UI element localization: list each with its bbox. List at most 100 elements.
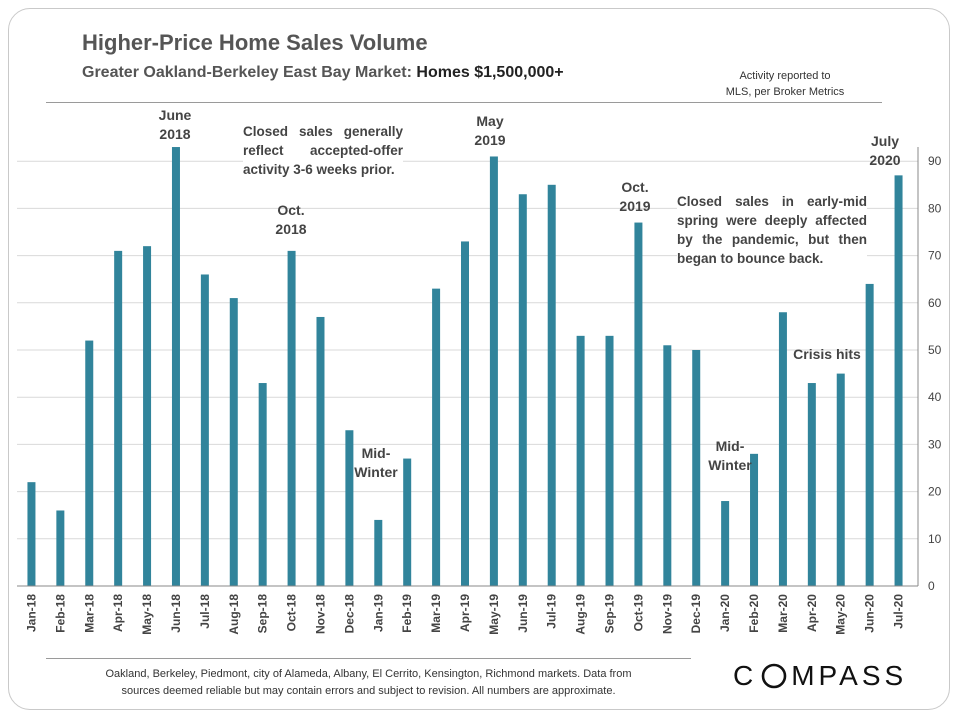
x-tick-label: May-18	[140, 594, 154, 635]
bar-Nov-19	[663, 345, 672, 586]
annotation-mid-winter-2019-line2: Winter	[354, 464, 398, 480]
bar-Jun-18	[171, 147, 180, 587]
y-tick-label: 0	[928, 579, 935, 593]
bar-Oct-19	[634, 222, 643, 586]
bar-Mar-19	[432, 288, 441, 586]
title-divider	[46, 102, 882, 103]
bar-Jan-20	[721, 501, 730, 586]
bar-Jul-20	[894, 175, 903, 587]
x-tick-label: May-19	[487, 594, 501, 635]
compass-logo-o-icon	[761, 663, 787, 689]
x-tick-label: Jun-18	[169, 594, 183, 633]
footer-disclaimer: Oakland, Berkeley, Piedmont, city of Ala…	[46, 666, 691, 700]
bar-Oct-18	[287, 250, 296, 586]
bar-Sep-18	[258, 383, 267, 586]
compass-logo: C MPASS	[733, 660, 907, 692]
footer-disclaimer-line1: Oakland, Berkeley, Piedmont, city of Ala…	[105, 668, 632, 680]
annotation-oct-2019-line1: Oct.	[621, 179, 649, 195]
bar-Jun-19	[518, 194, 527, 587]
bar-Mar-18	[85, 340, 94, 586]
bar-Apr-19	[461, 241, 469, 586]
bar-Apr-20	[807, 383, 816, 586]
footer-disclaimer-line2: sources deemed reliable but may contain …	[121, 685, 616, 697]
bar-Nov-18	[316, 316, 325, 586]
x-tick-label: Sep-19	[603, 594, 617, 634]
bar-May-18	[143, 246, 152, 586]
annotation-oct-2019-line2: 2019	[619, 198, 651, 214]
bar-Jul-19	[547, 184, 556, 587]
x-tick-label: Sep-18	[256, 594, 270, 634]
x-tick-label: Jul-18	[198, 594, 212, 629]
annotation-oct-2019: Oct. 2019	[610, 178, 660, 216]
slide-frame	[8, 8, 950, 710]
annotation-crisis-hits: Crisis hits	[793, 346, 861, 362]
x-tick-label: Jan-18	[24, 594, 38, 632]
y-tick-label: 90	[928, 154, 942, 168]
subtitle-price-range: Homes $1,500,000+	[416, 64, 564, 81]
x-tick-label: Jul-19	[545, 594, 559, 629]
y-tick-label: 20	[928, 485, 942, 499]
annotation-june-2018-line1: June	[158, 107, 192, 123]
bar-Jan-18	[27, 482, 36, 586]
x-tick-label: Dec-19	[689, 594, 703, 634]
y-tick-label: 70	[928, 249, 942, 263]
x-tick-label: Apr-20	[805, 594, 819, 632]
bar-May-19	[489, 156, 498, 587]
chart-title: Higher-Price Home Sales Volume	[82, 30, 428, 55]
callout-pandemic: Closed sales in early-mid spring were de…	[677, 192, 867, 268]
bar-Jun-20	[865, 283, 874, 586]
annotation-mid-winter-2020-line2: Winter	[708, 457, 752, 473]
x-tick-label: Nov-18	[313, 594, 327, 634]
annotation-july-2020-line2: 2020	[869, 152, 901, 168]
bar-Apr-18	[114, 250, 123, 586]
y-tick-label: 30	[928, 437, 942, 451]
bar-Jul-18	[200, 274, 209, 586]
x-tick-label: Aug-18	[227, 594, 241, 635]
annotation-mid-winter-2019-line1: Mid-	[361, 445, 391, 461]
annotation-mid-winter-2020: Mid- Winter	[700, 437, 760, 475]
source-note-line2: MLS, per Broker Metrics	[725, 86, 845, 98]
footer-divider	[46, 658, 691, 659]
annotation-june-2018: June 2018	[150, 106, 200, 144]
x-tick-label: Feb-18	[53, 594, 67, 633]
x-tick-label: Oct-18	[285, 594, 299, 632]
subtitle-market: Greater Oakland-Berkeley East Bay Market…	[82, 64, 417, 81]
bar-Sep-19	[605, 335, 614, 586]
annotation-oct-2018-line1: Oct.	[277, 202, 305, 218]
callout-accepted-offer: Closed sales generally reflect accepted-…	[243, 122, 403, 179]
y-tick-label: 50	[928, 343, 942, 357]
x-tick-label: Aug-19	[574, 594, 588, 635]
bar-Mar-20	[778, 312, 787, 586]
annotation-oct-2018-line2: 2018	[275, 221, 307, 237]
x-tick-label: Oct-19	[631, 594, 645, 632]
annotation-may-2019: May 2019	[465, 112, 515, 150]
y-tick-label: 10	[928, 532, 942, 546]
x-tick-label: Jun-19	[516, 594, 530, 633]
bar-Dec-18	[345, 430, 354, 586]
y-tick-label: 80	[928, 201, 942, 215]
x-tick-label: Feb-20	[747, 594, 761, 633]
logo-text-end: MPASS	[791, 660, 908, 691]
x-tick-label: Jun-20	[863, 594, 877, 633]
source-note: Activity reported to MLS, per Broker Met…	[690, 68, 880, 100]
annotation-june-2018-line2: 2018	[159, 126, 191, 142]
annotation-july-2020-line1: July	[870, 133, 899, 149]
x-tick-label: Jul-20	[892, 594, 906, 629]
x-tick-label: Dec-18	[342, 594, 356, 634]
bar-Feb-20	[750, 453, 759, 586]
bar-Dec-19	[692, 350, 701, 586]
annotation-may-2019-line2: 2019	[474, 132, 506, 148]
x-tick-label: May-20	[834, 594, 848, 635]
annotation-mid-winter-2019: Mid- Winter	[346, 444, 406, 482]
bar-Aug-18	[229, 298, 238, 586]
annotation-july-2020: July 2020	[862, 132, 908, 170]
x-tick-label: Feb-19	[400, 594, 414, 633]
bar-Jan-19	[374, 519, 383, 586]
x-tick-label: Apr-19	[458, 594, 472, 632]
y-tick-label: 40	[928, 390, 942, 404]
bars	[27, 147, 903, 587]
annotation-mid-winter-2020-line1: Mid-	[715, 438, 745, 454]
bar-Feb-19	[403, 458, 412, 586]
chart-subtitle: Greater Oakland-Berkeley East Bay Market…	[82, 64, 564, 82]
